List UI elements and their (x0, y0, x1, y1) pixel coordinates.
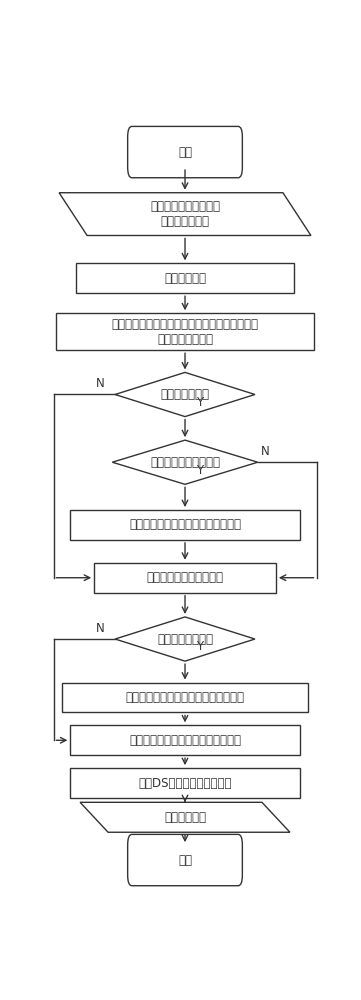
Text: Y: Y (196, 396, 203, 409)
Text: 计算平均证据: 计算平均证据 (164, 272, 206, 285)
Text: 结束: 结束 (178, 854, 192, 867)
Text: N: N (95, 622, 104, 635)
Polygon shape (112, 440, 258, 484)
Bar (70, 768, 300, 798)
Text: 利用DS合成规则做融合处理: 利用DS合成规则做融合处理 (138, 777, 232, 790)
Text: 输出合成结果: 输出合成结果 (164, 811, 206, 824)
Text: 输入各个证据的基本概
率分配函数数值: 输入各个证据的基本概 率分配函数数值 (150, 200, 220, 228)
Bar (94, 563, 276, 593)
Text: 每一条证据分别赋予证据可信度权值: 每一条证据分别赋予证据可信度权值 (129, 734, 241, 747)
Text: N: N (95, 377, 104, 390)
FancyBboxPatch shape (128, 834, 242, 886)
Text: N: N (261, 445, 269, 458)
Text: Y: Y (196, 464, 203, 477)
Text: 弱决策证据中各焦元乘以对应焦元权值: 弱决策证据中各焦元乘以对应焦元权值 (126, 691, 244, 704)
Text: 存在冲突证据？: 存在冲突证据？ (161, 388, 209, 401)
Text: Y: Y (196, 640, 203, 653)
Bar (70, 510, 300, 540)
Polygon shape (115, 372, 255, 417)
Bar (56, 313, 314, 350)
Bar (62, 683, 308, 712)
Polygon shape (115, 617, 255, 661)
Text: 计算各个证据相对于最可信证据的证据权值和单
个证据的焦元权值: 计算各个证据相对于最可信证据的证据权值和单 个证据的焦元权值 (112, 318, 258, 346)
Text: 开始: 开始 (178, 146, 192, 159)
Text: 平均证据是冲突证据？: 平均证据是冲突证据？ (150, 456, 220, 469)
FancyBboxPatch shape (128, 126, 242, 178)
Bar (70, 725, 300, 755)
Text: 存在弱决策证据？: 存在弱决策证据？ (157, 633, 213, 646)
Bar (76, 263, 294, 293)
Text: 刨除冲突证据源，重新计算平均证据: 刨除冲突证据源，重新计算平均证据 (129, 518, 241, 531)
Text: 用平均证据替代冲突证据: 用平均证据替代冲突证据 (147, 571, 223, 584)
Polygon shape (80, 802, 290, 832)
Polygon shape (59, 193, 311, 235)
